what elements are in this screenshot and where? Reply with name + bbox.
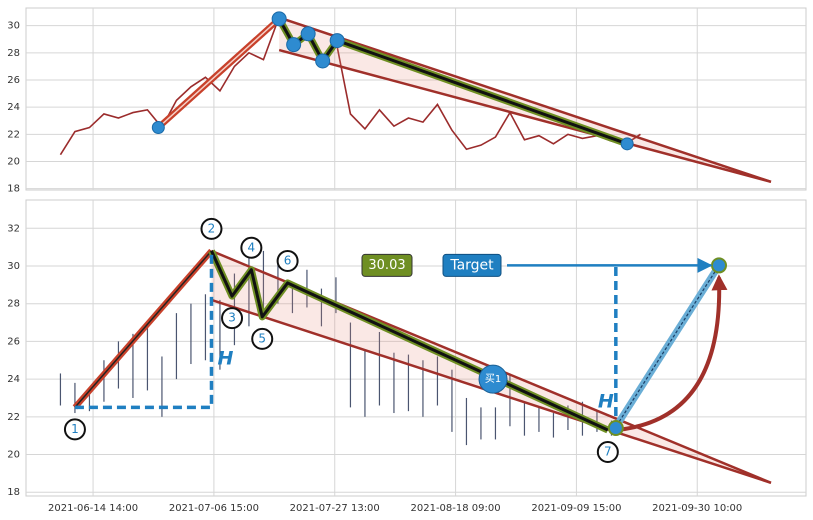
buy-label: 买1 xyxy=(485,373,501,385)
target-value: 30.03 xyxy=(368,258,405,273)
pole-inner xyxy=(74,250,213,408)
x-tick-label: 2021-09-09 15:00 xyxy=(531,503,621,514)
target-curve xyxy=(615,274,728,433)
point-badge xyxy=(221,307,244,330)
point-label: 3 xyxy=(228,311,236,325)
y-tick-label: 24 xyxy=(7,102,20,113)
pattern-marker xyxy=(271,11,287,27)
zigzag-inner xyxy=(210,250,609,432)
y-tick-label: 22 xyxy=(7,412,20,423)
pattern-marker xyxy=(315,53,331,69)
point-badge xyxy=(276,249,299,272)
target-path-inner xyxy=(613,265,720,431)
y-tick-label: 26 xyxy=(7,75,20,86)
bottom-panel xyxy=(25,199,807,497)
breakout-marker xyxy=(607,420,624,437)
y-tick-label: 28 xyxy=(7,48,20,59)
trend-line xyxy=(278,16,772,184)
target-marker xyxy=(710,257,727,274)
pole-height xyxy=(74,250,214,410)
y-tick-label: 30 xyxy=(7,21,20,32)
pattern-marker xyxy=(286,37,302,53)
target-value-box xyxy=(361,253,413,277)
point-label: 4 xyxy=(248,240,256,254)
y-tick-label: 18 xyxy=(7,487,20,498)
pattern-marker xyxy=(151,121,165,135)
x-tick-label: 2021-06-14 14:00 xyxy=(48,503,138,514)
target-text: Target xyxy=(449,257,494,273)
x-tick-label: 2021-07-27 13:00 xyxy=(290,503,380,514)
y-tick-label: 20 xyxy=(7,156,20,167)
point-label: 1 xyxy=(71,422,79,436)
height-label: H xyxy=(218,348,234,370)
height-label: H xyxy=(598,391,614,413)
y-tick-label: 22 xyxy=(7,129,20,140)
y-tick-label: 30 xyxy=(7,261,20,272)
y-tick-label: 18 xyxy=(7,184,20,195)
point-label: 5 xyxy=(258,331,266,345)
y-tick-label: 32 xyxy=(7,223,20,234)
point-badge xyxy=(596,441,619,464)
top-panel xyxy=(25,7,807,191)
y-tick-label: 26 xyxy=(7,336,20,347)
target-box xyxy=(442,253,502,277)
y-tick-label: 28 xyxy=(7,299,20,310)
x-tick-label: 2021-07-06 15:00 xyxy=(169,503,259,514)
y-tick-label: 20 xyxy=(7,450,20,461)
pattern-marker xyxy=(300,26,316,42)
pattern-marker xyxy=(329,33,345,49)
x-tick-label: 2021-09-30 10:00 xyxy=(652,503,742,514)
point-badge xyxy=(63,418,86,441)
pole-inner xyxy=(157,18,280,129)
x-tick-label: 2021-08-18 09:00 xyxy=(411,503,501,514)
point-badge xyxy=(251,327,274,350)
pattern-marker xyxy=(620,137,634,151)
trend-line xyxy=(278,48,772,184)
point-label: 6 xyxy=(284,253,292,267)
y-tick-label: 24 xyxy=(7,374,20,385)
buy-marker xyxy=(478,364,508,394)
point-badge xyxy=(200,217,223,240)
point-badge xyxy=(240,236,263,259)
point-label: 7 xyxy=(604,445,612,459)
point-label: 2 xyxy=(208,221,216,235)
